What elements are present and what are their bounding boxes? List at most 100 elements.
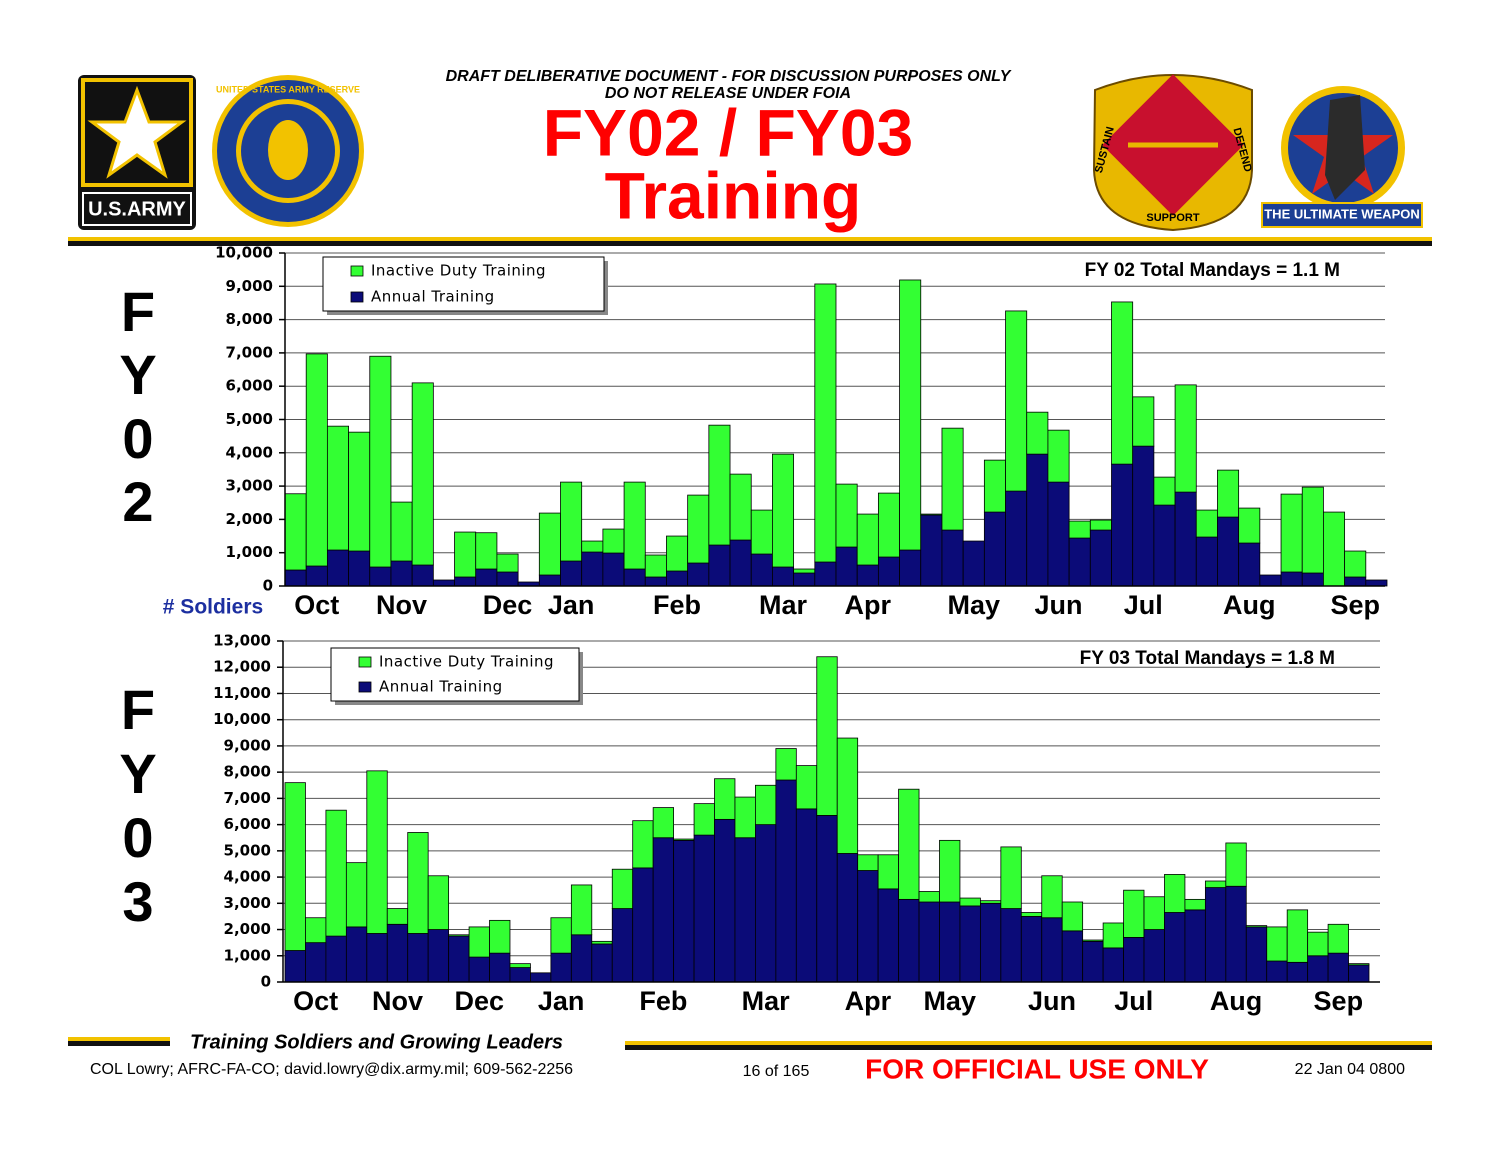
bar-segment: [1047, 481, 1070, 587]
reserve-seal-text: UNITED STATES ARMY RESERVE: [216, 84, 360, 94]
x-tick-label: Dec: [455, 986, 505, 1016]
bar-segment: [877, 556, 900, 587]
ultimate-weapon-text: THE ULTIMATE WEAPON: [1264, 206, 1420, 221]
bar-segment: [1238, 507, 1261, 544]
side-label: 2: [122, 470, 153, 533]
bar-segment: [1041, 875, 1063, 919]
side-label: F: [121, 280, 155, 343]
bar-segment: [793, 568, 816, 574]
bar-segment: [468, 926, 490, 958]
bar-segment: [623, 568, 646, 587]
bar-segment: [857, 854, 879, 871]
y-tick-label: 4,000: [226, 443, 273, 461]
army-logo-text: U.S.ARMY: [88, 198, 186, 220]
bar-segment: [1111, 301, 1134, 465]
bar-segment: [772, 566, 795, 587]
bar-segment: [734, 837, 756, 983]
bar-segment: [305, 942, 327, 983]
bar-segment: [1348, 963, 1370, 966]
bar-segment: [1217, 469, 1240, 518]
bar-segment: [687, 562, 710, 587]
bar-segment: [1164, 874, 1186, 913]
bar-segment: [814, 561, 837, 587]
bar-segment: [1348, 964, 1370, 983]
bar-segment: [348, 431, 371, 552]
bar-segment: [1020, 916, 1043, 983]
x-tick-label: Aug: [1210, 986, 1262, 1016]
y-tick-label: 12,000: [213, 658, 271, 676]
bar-segment: [1286, 961, 1309, 983]
y-tick-label: 5,000: [224, 841, 271, 859]
bar-segment: [489, 952, 511, 983]
bar-segment: [1184, 898, 1206, 911]
bar-segment: [1061, 901, 1084, 932]
bar-segment: [1089, 519, 1112, 531]
bar-segment: [1225, 842, 1247, 887]
bar-segment: [673, 839, 695, 983]
crest-text: SUPPORT: [1146, 212, 1199, 224]
bar-segment: [366, 933, 388, 983]
y-tick-label: 2,000: [224, 920, 271, 938]
y-tick-label: 11,000: [213, 684, 271, 702]
side-label: 3: [122, 870, 153, 933]
bar-segment: [305, 565, 328, 587]
bar-segment: [941, 427, 964, 531]
bar-segment: [959, 905, 981, 983]
bar-segment: [729, 473, 752, 541]
y-tick-label: 5,000: [226, 410, 273, 428]
divider: [68, 241, 1432, 246]
bar-segment: [550, 917, 572, 954]
bar-segment: [1280, 571, 1303, 587]
bar-segment: [1153, 504, 1176, 587]
legend: [330, 647, 580, 702]
bar-segment: [427, 929, 450, 983]
motto: Training Soldiers and Growing Leaders: [190, 1031, 563, 1053]
bar-segment: [1280, 493, 1303, 573]
bar-segment: [1307, 955, 1329, 983]
x-tick-label: May: [923, 986, 976, 1016]
legend-swatch: [350, 265, 364, 277]
bar-segment: [899, 279, 922, 551]
draft-notice: DRAFT DELIBERATIVE DOCUMENT - FOR DISCUS…: [446, 68, 1012, 85]
x-tick-label: Sep: [1330, 590, 1380, 620]
bar-segment: [856, 564, 879, 587]
foia-notice: DO NOT RELEASE UNDER FOIA: [605, 85, 851, 102]
bar-segment: [857, 870, 879, 983]
bar-segment: [1041, 917, 1063, 983]
bar-segment: [877, 854, 899, 890]
army-logo: U.S.ARMY: [78, 75, 196, 230]
bar-segment: [1020, 912, 1043, 917]
y-tick-label: 0: [263, 577, 273, 595]
x-tick-label: Jan: [548, 590, 595, 620]
bar-segment: [1143, 929, 1165, 983]
bar-segment: [898, 898, 920, 983]
bar-segment: [983, 459, 1006, 513]
bar-segment: [386, 923, 409, 983]
side-label: Y: [119, 742, 156, 805]
bar-segment: [1082, 940, 1104, 983]
y-tick-label: 4,000: [224, 868, 271, 886]
bar-segment: [693, 834, 715, 983]
bar-segment: [1068, 537, 1091, 587]
bar-segment: [632, 867, 654, 983]
bar-segment: [644, 576, 667, 587]
bar-segment: [1102, 922, 1124, 949]
bar-segment: [1000, 846, 1022, 909]
y-tick-label: 8,000: [226, 310, 273, 328]
bar-segment: [795, 808, 818, 983]
bar-segment: [979, 902, 1002, 983]
bar-segment: [1082, 939, 1104, 942]
y-tick-label: 7,000: [224, 789, 271, 807]
title: Training: [605, 158, 862, 232]
bar-segment: [390, 501, 413, 562]
bar-segment: [898, 788, 920, 900]
x-tick-label: Mar: [742, 986, 791, 1016]
x-tick-label: Sep: [1314, 986, 1364, 1016]
y-tick-label: 8,000: [224, 763, 271, 781]
y-tick-label: 3,000: [226, 477, 273, 495]
bar-segment: [348, 550, 371, 587]
reserve-seal: UNITED STATES ARMY RESERVE: [212, 75, 364, 227]
divider: [68, 1041, 170, 1046]
bar-segment: [1174, 384, 1197, 493]
